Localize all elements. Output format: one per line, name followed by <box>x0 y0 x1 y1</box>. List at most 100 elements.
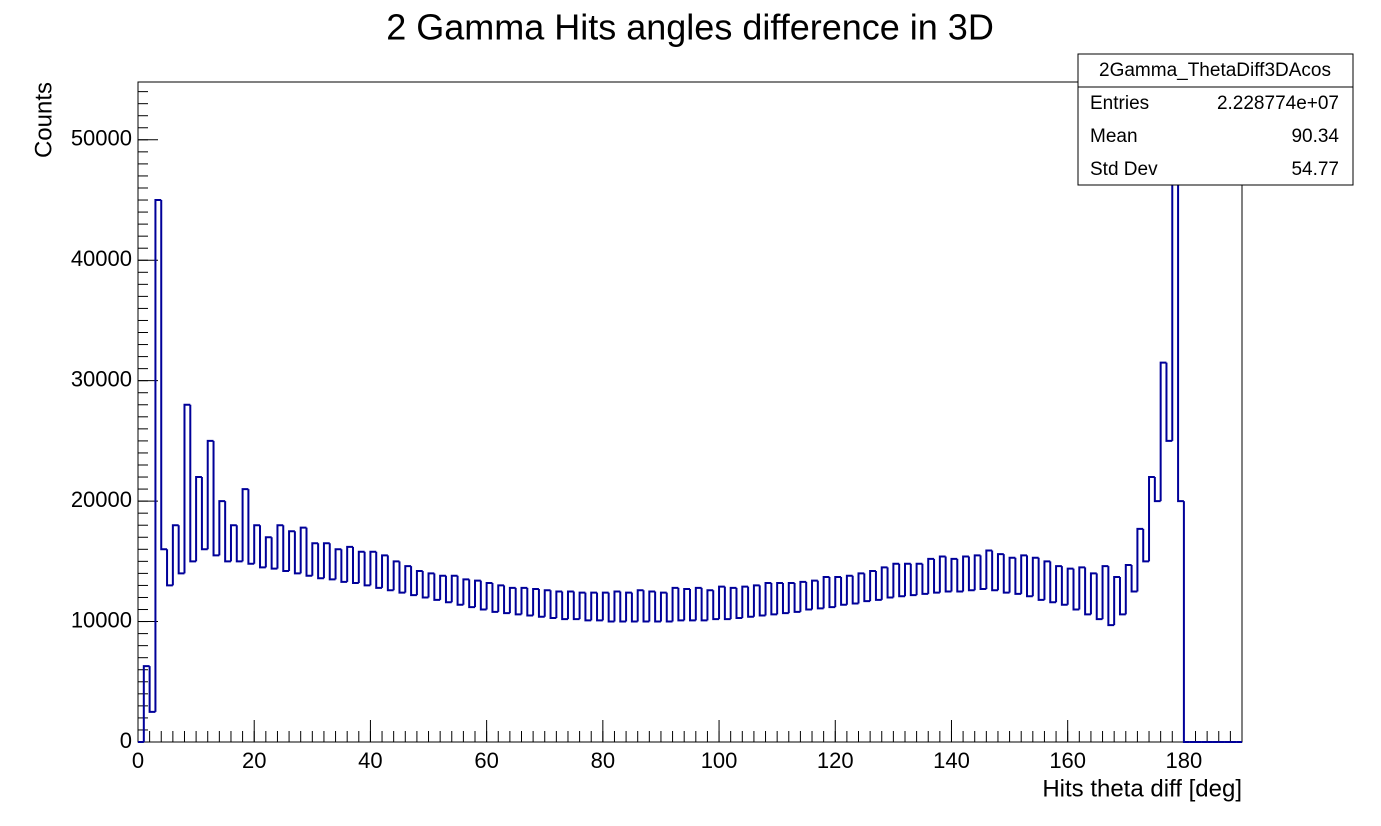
histogram-bin <box>584 592 592 622</box>
histogram-bin <box>962 555 969 592</box>
x-tick-label: 140 <box>933 748 970 773</box>
histogram-bin <box>677 587 685 622</box>
histogram-bin <box>224 501 231 563</box>
histogram-bin <box>561 591 568 621</box>
histogram-bin <box>1118 577 1126 616</box>
histogram-bin <box>822 576 830 609</box>
histogram-bin <box>415 569 423 596</box>
histogram-bin <box>630 592 638 623</box>
histogram-bin <box>456 575 464 606</box>
histogram-bin <box>909 563 917 597</box>
histogram-bin <box>166 549 173 587</box>
histogram-bin <box>421 570 429 599</box>
histogram-bin <box>282 525 290 572</box>
histogram-bin <box>317 543 324 580</box>
histogram-bin <box>218 500 226 556</box>
histogram-bin <box>659 591 667 622</box>
histogram-bin <box>979 555 987 591</box>
histogram-bin <box>1072 568 1080 611</box>
histogram-bin <box>967 556 975 592</box>
histogram-bin <box>752 584 760 617</box>
x-tick-label: 160 <box>1049 748 1086 773</box>
histogram-bin <box>828 577 836 609</box>
histogram-bin <box>613 590 621 622</box>
stats-frame <box>1077 53 1354 186</box>
histogram-bin <box>892 562 900 598</box>
histogram-bin <box>526 587 534 617</box>
histogram-bin <box>1101 565 1109 620</box>
histogram-bin <box>450 574 458 603</box>
histogram-bin <box>758 585 766 617</box>
y-tick-label: 0 <box>120 728 132 753</box>
histogram-bin <box>206 439 214 550</box>
histogram-bin <box>508 586 516 614</box>
histogram-bin <box>718 585 725 620</box>
histogram-bin <box>776 582 783 615</box>
histogram-bin <box>369 550 377 586</box>
histogram-bin <box>259 525 266 569</box>
histogram-bin <box>944 556 952 593</box>
histogram-bin <box>764 582 772 616</box>
histogram-bin <box>566 590 574 620</box>
y-tick-label: 40000 <box>71 246 132 271</box>
histogram-bin <box>869 569 876 602</box>
histogram-bin <box>1113 576 1120 626</box>
histogram-bin <box>991 550 998 592</box>
histogram-bin <box>903 562 911 597</box>
histogram-bin <box>572 591 580 621</box>
histogram-bin <box>253 524 261 564</box>
histogram-bin <box>195 476 202 562</box>
histogram-bin <box>1049 561 1057 604</box>
histogram-bin <box>410 566 417 597</box>
histogram-bin <box>636 589 644 622</box>
histogram-bin <box>276 524 284 569</box>
histogram-bin <box>1136 527 1144 592</box>
histogram-bin <box>851 575 859 605</box>
histogram-bin <box>247 489 255 565</box>
histogram-bin <box>549 590 557 619</box>
chart-title: 2 Gamma Hits angles difference in 3D <box>386 7 994 48</box>
histogram-bin <box>328 543 336 581</box>
histogram-bin <box>880 566 888 600</box>
histogram-bin <box>462 578 470 605</box>
histogram-bin <box>177 525 185 575</box>
histogram-bin <box>340 549 348 583</box>
histogram-bin <box>590 591 598 621</box>
histogram-bin <box>334 548 342 580</box>
histogram-bin <box>485 582 493 610</box>
histogram-bin <box>1066 567 1074 605</box>
histogram-bin <box>229 524 237 562</box>
histogram-bin <box>921 563 929 595</box>
histogram-bin <box>171 524 179 586</box>
histogram-bin <box>351 546 359 585</box>
histogram-bin <box>311 542 319 576</box>
histogram-bin <box>305 527 313 577</box>
histogram-bin <box>288 530 295 571</box>
stats-title: 2Gamma_ThetaDiff3DAcos <box>1099 60 1331 81</box>
histogram-bin <box>148 666 156 713</box>
histogram-bin <box>601 591 609 621</box>
histogram-bin <box>200 477 208 551</box>
histogram-bin <box>927 557 935 594</box>
histogram-bin <box>346 545 353 582</box>
histogram-bin <box>781 583 789 615</box>
histogram-bin <box>241 488 249 562</box>
histogram-bin <box>619 591 627 623</box>
histogram-bin <box>863 573 871 603</box>
stats-value: 2.228774e+07 <box>1217 93 1339 114</box>
histogram-bin <box>938 555 946 593</box>
histogram-bin <box>689 589 696 622</box>
histogram-bin <box>154 199 162 712</box>
histogram-bin <box>1124 563 1132 615</box>
histogram-bin <box>520 586 528 615</box>
x-tick-label: 180 <box>1166 748 1203 773</box>
histogram-bin <box>671 586 679 622</box>
histogram-bin <box>514 587 522 616</box>
histogram-bin <box>1037 557 1045 601</box>
histogram-bin <box>770 583 778 616</box>
histogram-bin <box>996 553 1004 591</box>
histogram-bin <box>235 525 243 563</box>
histogram-bin <box>1142 528 1150 563</box>
histogram-bin <box>1008 556 1016 593</box>
stats-label: Entries <box>1090 93 1149 114</box>
